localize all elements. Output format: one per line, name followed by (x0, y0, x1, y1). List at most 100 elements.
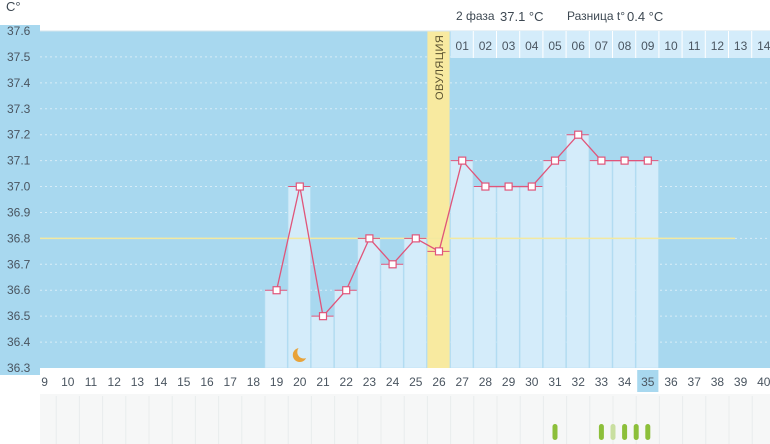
temperature-point[interactable] (620, 156, 629, 165)
temperature-point[interactable] (504, 182, 513, 191)
x-tick-label[interactable]: 27 (456, 375, 470, 389)
x-tick-label[interactable]: 34 (618, 375, 632, 389)
temperature-bar (496, 186, 520, 369)
temperature-point[interactable] (527, 182, 536, 191)
x-tick-label[interactable]: 15 (177, 375, 191, 389)
y-tick-label: 37.1 (7, 154, 31, 168)
mark-bar[interactable] (633, 424, 639, 440)
phase2-day-label: 07 (595, 39, 609, 53)
temperature-bar (589, 160, 613, 369)
x-tick-label[interactable]: 25 (409, 375, 423, 389)
temperature-point[interactable] (481, 182, 490, 191)
y-tick-label: 37.0 (7, 180, 31, 194)
y-tick-label: 36.8 (7, 231, 31, 245)
mark-bar[interactable] (645, 424, 651, 440)
temperature-point[interactable] (388, 260, 397, 269)
temperature-bar (566, 134, 590, 369)
phase2-day-label: 06 (572, 39, 586, 53)
temperature-point[interactable] (574, 130, 583, 139)
phase2-day-label: 08 (618, 39, 632, 53)
temperature-bar (612, 160, 636, 369)
phase2-day-label: 14 (757, 39, 770, 53)
x-tick-label[interactable]: 17 (224, 375, 238, 389)
y-tick-label: 36.7 (7, 257, 31, 271)
x-tick-label[interactable]: 12 (108, 375, 122, 389)
temperature-bar (380, 264, 404, 369)
y-tick-label: 36.4 (7, 335, 31, 349)
mark-bar[interactable] (622, 424, 628, 440)
phase2-day-label: 02 (479, 39, 493, 53)
phase2-day-label: 01 (456, 39, 470, 53)
x-tick-label[interactable]: 21 (316, 375, 330, 389)
x-tick-label[interactable]: 20 (293, 375, 307, 389)
ovulation-column (427, 0, 450, 368)
mark-bar[interactable] (598, 424, 604, 440)
x-tick-label[interactable]: 16 (200, 375, 214, 389)
x-tick-label[interactable]: 33 (595, 375, 609, 389)
y-tick-label: 37.5 (7, 50, 31, 64)
x-tick-label[interactable]: 32 (572, 375, 586, 389)
x-tick-label[interactable]: 40 (757, 375, 770, 389)
x-tick-label[interactable]: 31 (548, 375, 562, 389)
temperature-point[interactable] (643, 156, 652, 165)
x-axis-band (40, 368, 770, 394)
x-tick-label[interactable]: 38 (711, 375, 725, 389)
y-tick-label: 37.4 (7, 76, 31, 90)
x-tick-label[interactable]: 22 (340, 375, 354, 389)
temperature-point[interactable] (458, 156, 467, 165)
moon-icon-cutout (297, 345, 311, 359)
current-day-highlight (637, 370, 659, 392)
x-tick-label[interactable]: 28 (479, 375, 493, 389)
x-tick-label[interactable]: 19 (270, 375, 284, 389)
x-tick-label[interactable]: 35 (641, 375, 655, 389)
y-tick-label: 36.6 (7, 283, 31, 297)
phase2-day-label: 10 (664, 39, 678, 53)
temperature-point[interactable] (411, 234, 420, 243)
temperature-bar (519, 186, 543, 369)
temperature-point[interactable] (272, 286, 281, 295)
temperature-point[interactable] (365, 234, 374, 243)
phase2-day-label: 04 (525, 39, 539, 53)
y-tick-label: 37.2 (7, 128, 31, 142)
x-tick-label[interactable]: 39 (734, 375, 748, 389)
x-tick-label[interactable]: 14 (154, 375, 168, 389)
x-tick-label[interactable]: 26 (432, 375, 446, 389)
x-tick-label[interactable]: 29 (502, 375, 516, 389)
temperature-bar (264, 289, 288, 369)
temperature-bar (635, 160, 659, 369)
temperature-bar (311, 315, 334, 369)
mark-bar[interactable] (552, 424, 558, 440)
temperature-bar (543, 160, 566, 369)
x-tick-label[interactable]: 23 (363, 375, 377, 389)
x-tick-label[interactable]: 18 (247, 375, 261, 389)
header-strip (40, 0, 770, 31)
phase2-day-label: 11 (688, 39, 701, 53)
temperature-point[interactable] (295, 182, 304, 191)
difference-label: Разница t° (567, 9, 625, 23)
temperature-point[interactable] (318, 312, 328, 321)
phase2-day-label: 13 (734, 39, 748, 53)
temperature-point[interactable] (597, 156, 606, 165)
ovulation-label: ОВУЛЯЦИЯ (434, 35, 446, 100)
x-tick-label[interactable]: 30 (525, 375, 539, 389)
y-axis-band (0, 25, 40, 375)
temperature-point[interactable] (342, 286, 351, 295)
x-tick-label[interactable]: 37 (688, 375, 702, 389)
x-tick-label[interactable]: 9 (41, 375, 48, 389)
x-tick-label[interactable]: 36 (664, 375, 678, 389)
phase2-day-label: 09 (641, 39, 655, 53)
x-tick-label[interactable]: 11 (85, 375, 98, 389)
temperature-point[interactable] (434, 247, 444, 256)
x-tick-label[interactable]: 10 (61, 375, 75, 389)
y-tick-label: 36.9 (7, 205, 31, 219)
temperature-bar (473, 186, 497, 369)
y-tick-label: 37.6 (7, 24, 31, 38)
x-tick-label[interactable]: 13 (131, 375, 145, 389)
phase2-day-label: 12 (711, 39, 725, 53)
phase2-row-bg (450, 31, 770, 58)
phase-temperature: 37.1 °C (500, 9, 544, 24)
x-tick-label[interactable]: 24 (386, 375, 400, 389)
mark-bar[interactable] (610, 424, 616, 440)
phase-label: 2 фаза (456, 9, 495, 23)
temperature-point[interactable] (550, 156, 560, 165)
